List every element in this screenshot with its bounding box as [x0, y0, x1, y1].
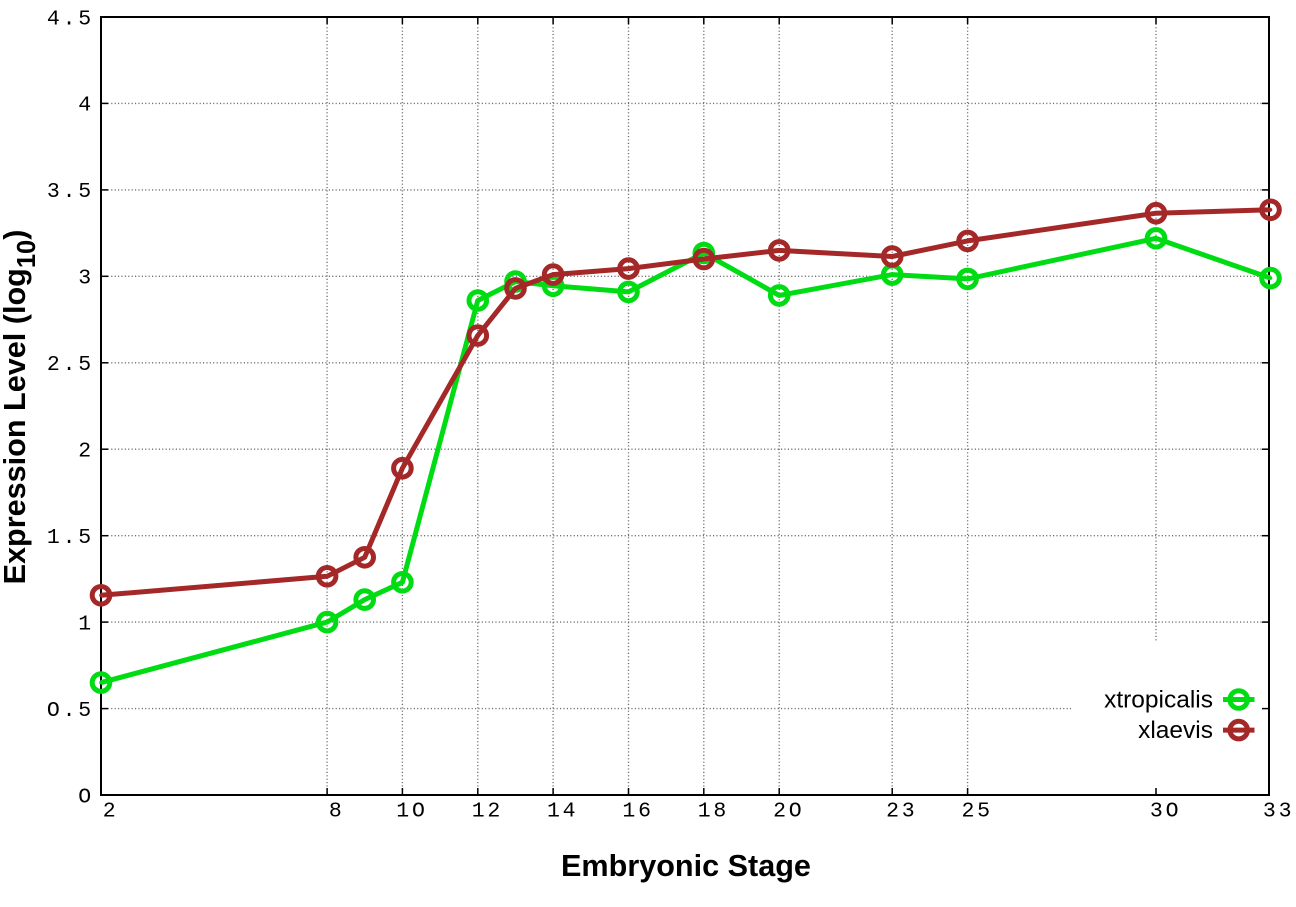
svg-text:1O: 1O — [396, 800, 427, 824]
svg-text:2.5: 2.5 — [47, 353, 94, 377]
svg-text:1.5: 1.5 — [47, 526, 94, 550]
svg-text:14: 14 — [547, 800, 578, 824]
svg-text:3: 3 — [78, 267, 94, 291]
svg-text:xtropicalis: xtropicalis — [1104, 687, 1213, 714]
svg-text:xlaevis: xlaevis — [1138, 717, 1213, 744]
svg-text:4.5: 4.5 — [47, 7, 94, 31]
svg-text:2O: 2O — [773, 800, 804, 824]
svg-text:O.5: O.5 — [47, 699, 94, 723]
svg-text:3.5: 3.5 — [47, 180, 94, 204]
svg-text:O: O — [78, 785, 94, 809]
svg-text:33: 33 — [1263, 800, 1294, 824]
svg-text:8: 8 — [329, 800, 345, 824]
svg-text:4: 4 — [78, 94, 94, 118]
svg-text:18: 18 — [698, 800, 729, 824]
svg-text:12: 12 — [472, 800, 503, 824]
svg-text:25: 25 — [961, 800, 992, 824]
svg-text:2: 2 — [103, 800, 119, 824]
svg-text:3O: 3O — [1150, 800, 1181, 824]
svg-text:23: 23 — [886, 800, 917, 824]
svg-text:Embryonic Stage: Embryonic Stage — [561, 849, 811, 883]
svg-text:1: 1 — [78, 612, 94, 636]
svg-text:2: 2 — [78, 440, 94, 464]
svg-text:16: 16 — [622, 800, 653, 824]
